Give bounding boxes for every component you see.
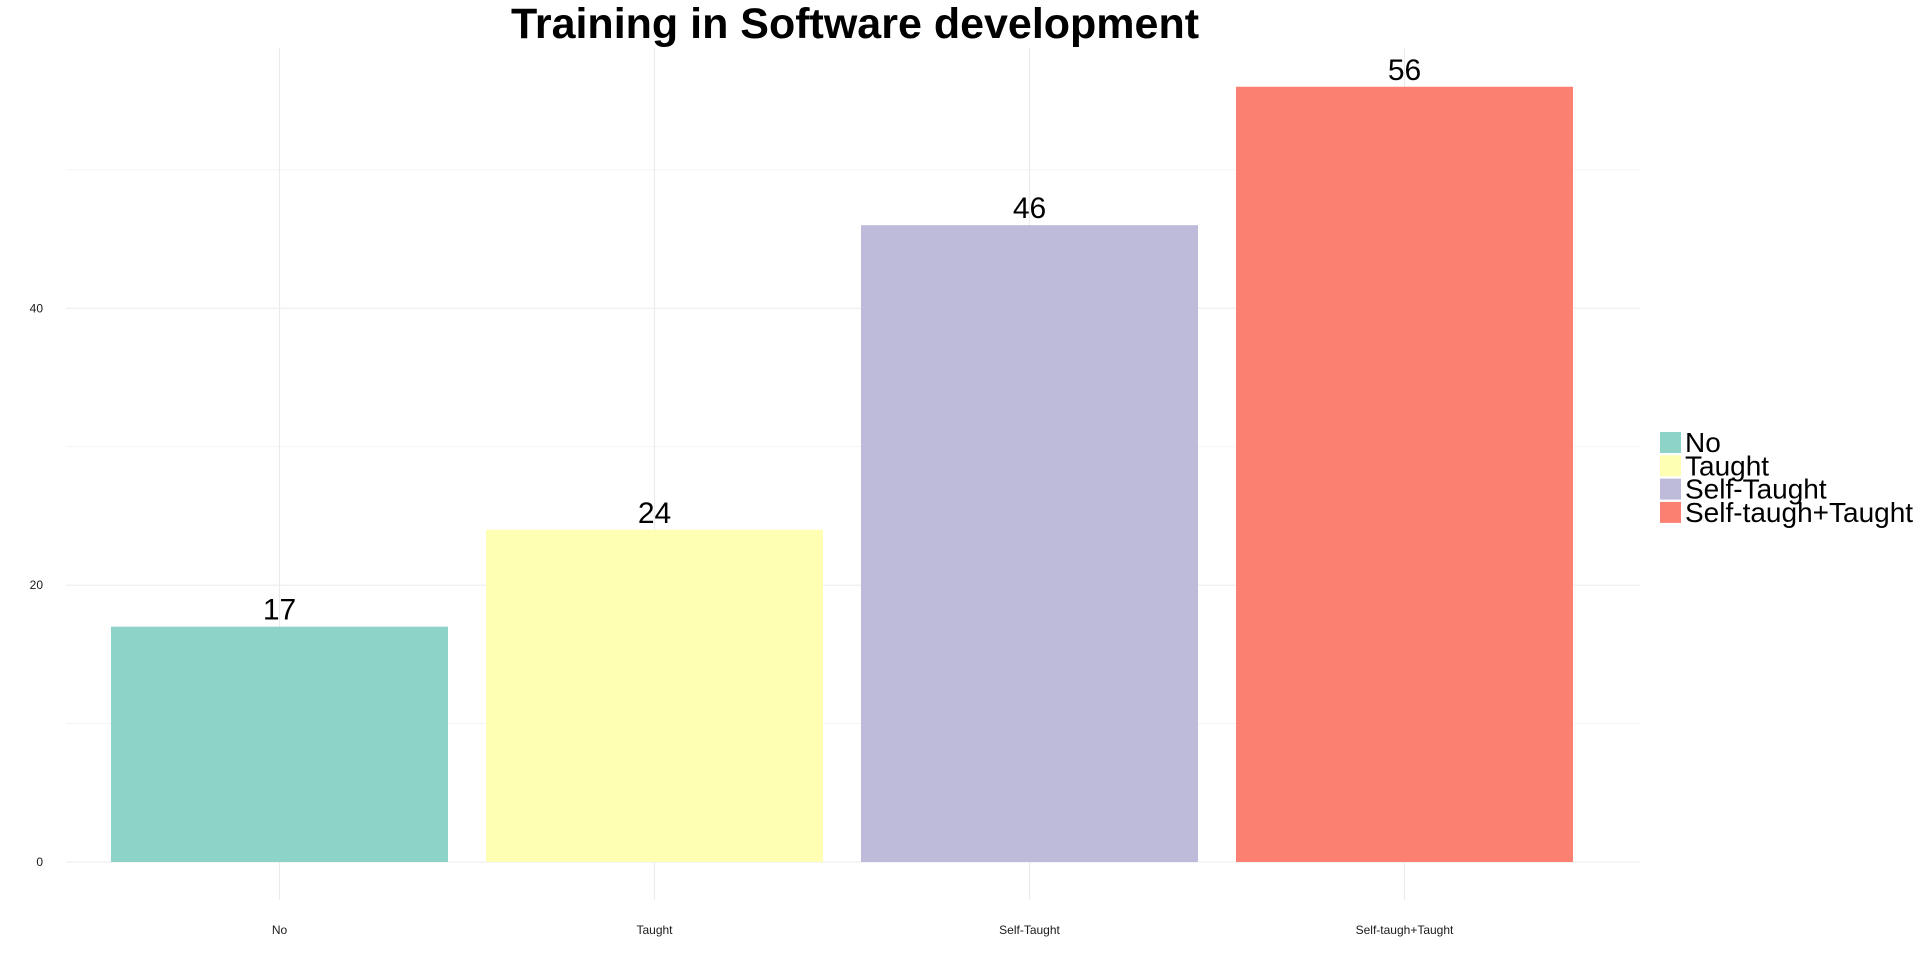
legend-label: No	[1685, 427, 1721, 458]
legend-label: Taught	[1685, 450, 1769, 481]
chart-title: Training in Software development	[511, 0, 1199, 48]
legend-key	[1660, 478, 1681, 500]
bar-self-taught	[861, 225, 1198, 863]
data-labels: 17 24 46 56	[263, 54, 1421, 627]
bar-value-label: 46	[1013, 192, 1046, 225]
bar-value-label: 17	[263, 594, 296, 627]
y-axis-tick-labels: 0 20 40	[30, 301, 44, 869]
y-tick-label: 20	[30, 578, 44, 592]
x-tick-label: No	[272, 923, 288, 937]
legend-key	[1660, 432, 1681, 453]
bars	[111, 86, 1573, 863]
legend-label: Self-taugh+Taught	[1685, 497, 1913, 528]
bar-no	[111, 626, 448, 862]
legend-label: Self-Taught	[1685, 474, 1827, 505]
y-tick-label: 40	[30, 301, 44, 315]
x-axis-tick-labels: No Taught Self-Taught Self-taugh+Taught	[272, 923, 1454, 937]
bar-taught	[486, 529, 823, 862]
x-tick-label: Taught	[636, 923, 673, 937]
y-tick-label: 0	[36, 855, 43, 869]
x-tick-label: Self-Taught	[999, 923, 1060, 937]
x-tick-label: Self-taugh+Taught	[1356, 923, 1454, 937]
bar-self-taugh-taught	[1236, 86, 1573, 862]
bar-value-label: 24	[638, 497, 671, 530]
legend-key	[1660, 501, 1681, 523]
legend-key	[1660, 455, 1681, 477]
bar-value-label: 56	[1388, 54, 1421, 87]
